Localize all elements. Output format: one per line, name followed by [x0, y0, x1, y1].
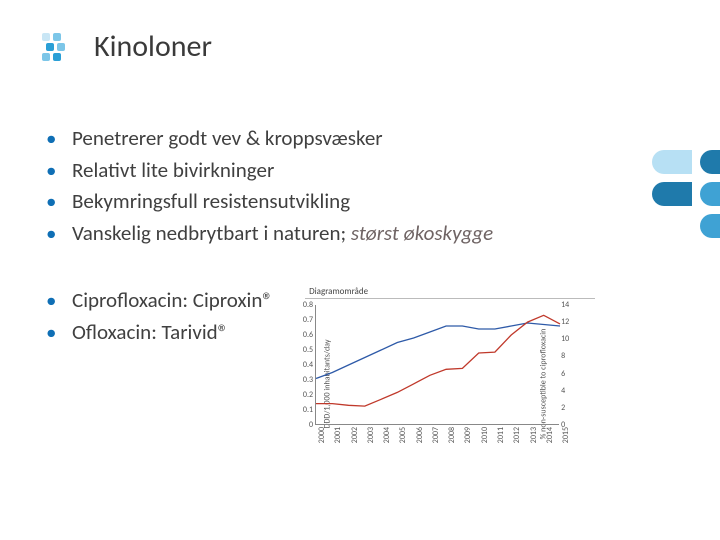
y-tick: 10 [561, 335, 569, 343]
list-item-emphasis: størst økoskygge [351, 220, 493, 246]
bullet-list-secondary: Ciprofloxacin: Ciproxin® Ofloxacin: Tari… [46, 285, 273, 348]
y-tick: 2 [561, 404, 565, 412]
y-tick: 0.1 [303, 406, 313, 414]
y-right-ticks: 02468101214 [561, 305, 579, 425]
x-tick: 2009 [463, 427, 473, 443]
x-tick: 2007 [431, 427, 441, 443]
y-tick: 12 [561, 318, 569, 326]
y-tick: 6 [561, 370, 565, 378]
y-tick: 0.6 [303, 331, 313, 339]
chart-title: Diagramområde [305, 285, 595, 299]
y-tick: 0.8 [303, 301, 313, 309]
bullet-list-main: Penetrerer godt vev & kroppsvæsker Relat… [46, 123, 680, 249]
x-tick: 2012 [512, 427, 522, 443]
x-tick: 2010 [480, 427, 490, 443]
list-item: Vanskelig nedbrytbart i naturen; størst … [46, 218, 680, 250]
y-tick: 4 [561, 387, 565, 395]
x-tick: 2002 [350, 427, 360, 443]
y-tick: 0 [309, 421, 313, 429]
y-tick: 0.7 [303, 316, 313, 324]
y-tick: 0.4 [303, 361, 313, 369]
list-item: Ofloxacin: Tarivid® [46, 317, 273, 349]
chart-lines [316, 305, 560, 425]
y-tick: 8 [561, 352, 565, 360]
slide: Kinoloner Penetrerer godt vev & kroppsvæ… [0, 0, 720, 540]
chart: Diagramområde DDD/1,000 inhabitants/day … [287, 285, 595, 469]
x-tick: 2013 [529, 427, 539, 443]
y-tick: 14 [561, 301, 569, 309]
header: Kinoloner [40, 28, 680, 65]
x-tick: 2001 [333, 427, 343, 443]
y-tick: 0.2 [303, 391, 313, 399]
list-item: Penetrerer godt vev & kroppsvæsker [46, 123, 680, 155]
chart-box: DDD/1,000 inhabitants/day % non-suscepti… [287, 299, 595, 469]
series-ddd [316, 323, 560, 379]
x-tick: 2000 [317, 427, 327, 443]
plot-area [315, 305, 559, 425]
x-tick: 2008 [447, 427, 457, 443]
y-tick: 0.3 [303, 376, 313, 384]
x-tick: 2003 [366, 427, 376, 443]
lower-row: Ciprofloxacin: Ciproxin® Ofloxacin: Tari… [40, 285, 680, 469]
x-tick: 2006 [415, 427, 425, 443]
x-tick: 2005 [398, 427, 408, 443]
decor-shape [700, 182, 720, 206]
list-item: Relativt lite bivirkninger [46, 155, 680, 187]
x-tick: 2004 [382, 427, 392, 443]
x-ticks: 2000 2001 2002 2003 2004 2005 2006 2007 2008 2009… [315, 427, 559, 457]
y-tick: 0.5 [303, 346, 313, 354]
decor-shape [700, 150, 720, 174]
page-title: Kinoloner [94, 28, 212, 65]
list-item: Bekymringsfull resistensutvikling [46, 186, 680, 218]
list-item: Ciprofloxacin: Ciproxin® [46, 285, 273, 317]
decor-shape [700, 214, 720, 238]
x-tick: 2015 [561, 427, 571, 443]
x-tick: 2011 [496, 427, 506, 443]
logo-icon [40, 29, 76, 65]
list-item-text: Vanskelig nedbrytbart i naturen; [72, 220, 351, 246]
y-left-ticks: 00.10.20.30.40.50.60.70.8 [297, 305, 313, 425]
x-tick: 2014 [545, 427, 555, 443]
